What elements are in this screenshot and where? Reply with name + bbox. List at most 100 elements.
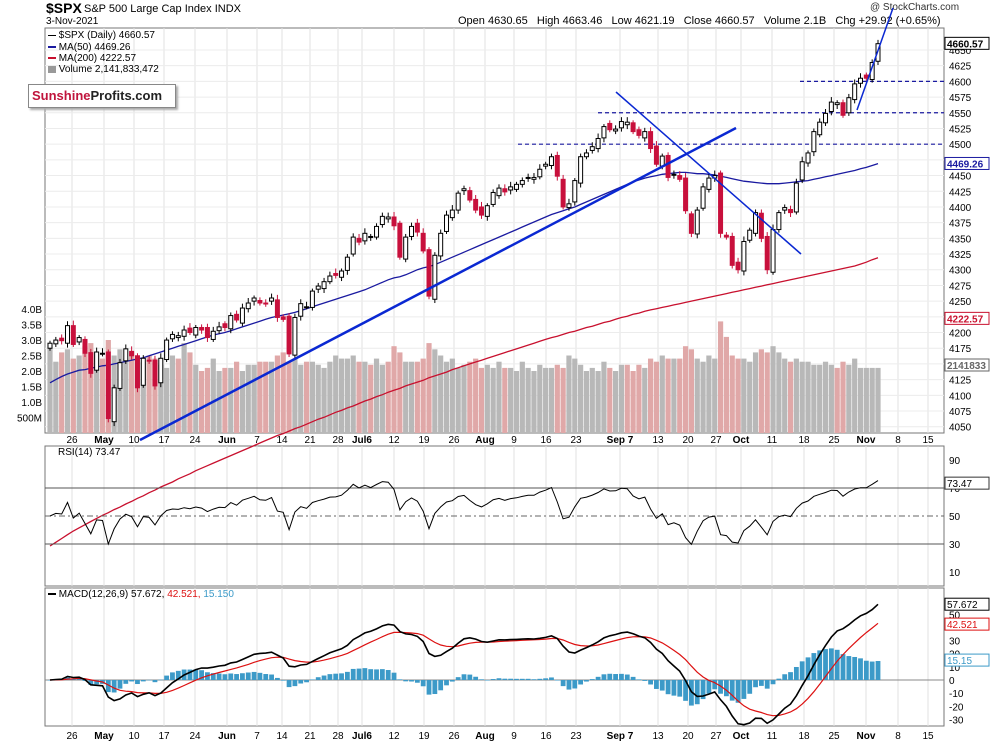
macd-histogram-bar bbox=[269, 674, 274, 680]
legend-rsi: RSI(14) 73.47 bbox=[58, 447, 121, 458]
macd-histogram-bar bbox=[304, 680, 309, 683]
candle-body bbox=[146, 359, 152, 362]
last-volume-label-box bbox=[944, 358, 990, 372]
volume-bar bbox=[140, 361, 146, 433]
volume-bar bbox=[117, 349, 123, 433]
candle-body bbox=[298, 303, 304, 317]
volume-bar bbox=[822, 361, 829, 433]
candle-body bbox=[385, 216, 391, 220]
candle-body bbox=[88, 352, 94, 374]
macd-histogram-bar bbox=[420, 680, 426, 687]
volume-bar bbox=[508, 367, 514, 433]
macd-histogram-bar bbox=[228, 673, 234, 680]
candle-body bbox=[309, 290, 315, 308]
macd-histogram-bar bbox=[636, 679, 642, 680]
x-tick-label: 23 bbox=[570, 435, 582, 446]
candle-body bbox=[525, 176, 531, 179]
macd-histogram-bar bbox=[514, 678, 519, 680]
x-tick-label: 10 bbox=[128, 435, 140, 446]
candle-body bbox=[502, 188, 508, 193]
candle-body bbox=[537, 168, 543, 178]
volume-bar bbox=[758, 349, 764, 433]
macd-x-tick-label: 28 bbox=[332, 731, 344, 742]
macd-histogram-bar bbox=[350, 668, 356, 680]
candle-body bbox=[152, 359, 158, 387]
last-ma200-label-box bbox=[944, 311, 990, 325]
candle-body bbox=[753, 212, 759, 234]
macd-histogram-bar bbox=[414, 680, 420, 683]
candle-body bbox=[204, 327, 210, 339]
macd-histogram-bar bbox=[508, 678, 514, 680]
macd-histogram-bar bbox=[199, 670, 205, 680]
candle-body bbox=[758, 212, 764, 239]
symbol-title: $SPX bbox=[46, 0, 82, 16]
candle-body bbox=[280, 316, 286, 320]
volume-bar bbox=[671, 358, 677, 433]
macd-histogram-bar bbox=[257, 672, 263, 680]
volume-bar bbox=[688, 349, 695, 433]
candle-body bbox=[374, 225, 380, 238]
macd-histogram-bar bbox=[309, 679, 315, 680]
legend-macd: MACD(12,26,9) 57.672, 42.521, 15.150 bbox=[48, 589, 234, 600]
x-tick-label: 8 bbox=[895, 435, 901, 446]
candle-body bbox=[449, 209, 455, 219]
close-value: Close 4660.57 bbox=[683, 15, 755, 27]
candle-body bbox=[694, 209, 700, 235]
volume-bar bbox=[828, 364, 834, 433]
volume-bar bbox=[747, 361, 753, 433]
candle-body bbox=[455, 192, 461, 211]
volume-bar bbox=[852, 358, 858, 433]
volume-bar bbox=[385, 361, 391, 433]
rsi-tick-label: 90 bbox=[949, 456, 961, 467]
candle-body bbox=[677, 175, 683, 180]
price-tick-label: 4325 bbox=[949, 250, 972, 261]
macd-histogram-bar bbox=[858, 658, 863, 680]
candle-body bbox=[554, 154, 560, 177]
candle-body bbox=[729, 235, 735, 266]
macd-histogram-bar bbox=[677, 680, 683, 697]
x-tick-label: Sep 7 bbox=[607, 435, 634, 446]
price-tick-label: 4450 bbox=[949, 172, 972, 183]
candle-body bbox=[618, 121, 624, 129]
candle-body bbox=[269, 297, 275, 302]
volume-bar bbox=[513, 371, 520, 433]
volume-bar bbox=[607, 367, 613, 433]
macd-histogram-bar bbox=[298, 680, 304, 684]
candle-body bbox=[181, 329, 187, 337]
volume-bar bbox=[187, 352, 193, 433]
candle-body bbox=[589, 146, 595, 151]
candle-body bbox=[362, 232, 368, 242]
x-tick-label: 21 bbox=[304, 435, 316, 446]
candle-body bbox=[799, 161, 805, 181]
volume-bar bbox=[764, 352, 770, 433]
macd-tick-label: 30 bbox=[949, 637, 961, 648]
candle-body bbox=[473, 198, 479, 211]
candle-body bbox=[274, 299, 280, 318]
volume-tick-label: 3.5B bbox=[21, 321, 42, 332]
candle-body bbox=[823, 112, 829, 124]
volume-bar bbox=[694, 358, 700, 433]
macd-histogram-bar bbox=[723, 680, 729, 697]
volume-bar bbox=[752, 352, 759, 433]
macd-histogram-bar bbox=[216, 673, 222, 680]
macd-histogram-bar bbox=[333, 673, 339, 680]
candle-body bbox=[391, 216, 397, 227]
candle-body bbox=[770, 229, 776, 273]
volume-bar bbox=[152, 358, 158, 433]
volume-bar bbox=[123, 358, 129, 433]
x-tick-label: 16 bbox=[540, 435, 552, 446]
x-tick-label: Nov bbox=[857, 435, 876, 446]
last-ma200-label: 4222.57 bbox=[947, 314, 984, 325]
downtrend-line bbox=[615, 91, 802, 255]
candle-body bbox=[64, 325, 70, 344]
macd-histogram-bar bbox=[496, 678, 502, 680]
volume-bar bbox=[274, 355, 281, 433]
volume-tick-label: 1.5B bbox=[21, 383, 42, 394]
volume-bar bbox=[438, 355, 444, 433]
macd-histogram-bar bbox=[321, 675, 327, 680]
candle-body bbox=[648, 131, 654, 150]
macd-histogram-bar bbox=[817, 650, 823, 680]
volume-bar bbox=[537, 364, 543, 433]
volume-bar bbox=[292, 358, 298, 433]
candle-body bbox=[321, 281, 327, 290]
